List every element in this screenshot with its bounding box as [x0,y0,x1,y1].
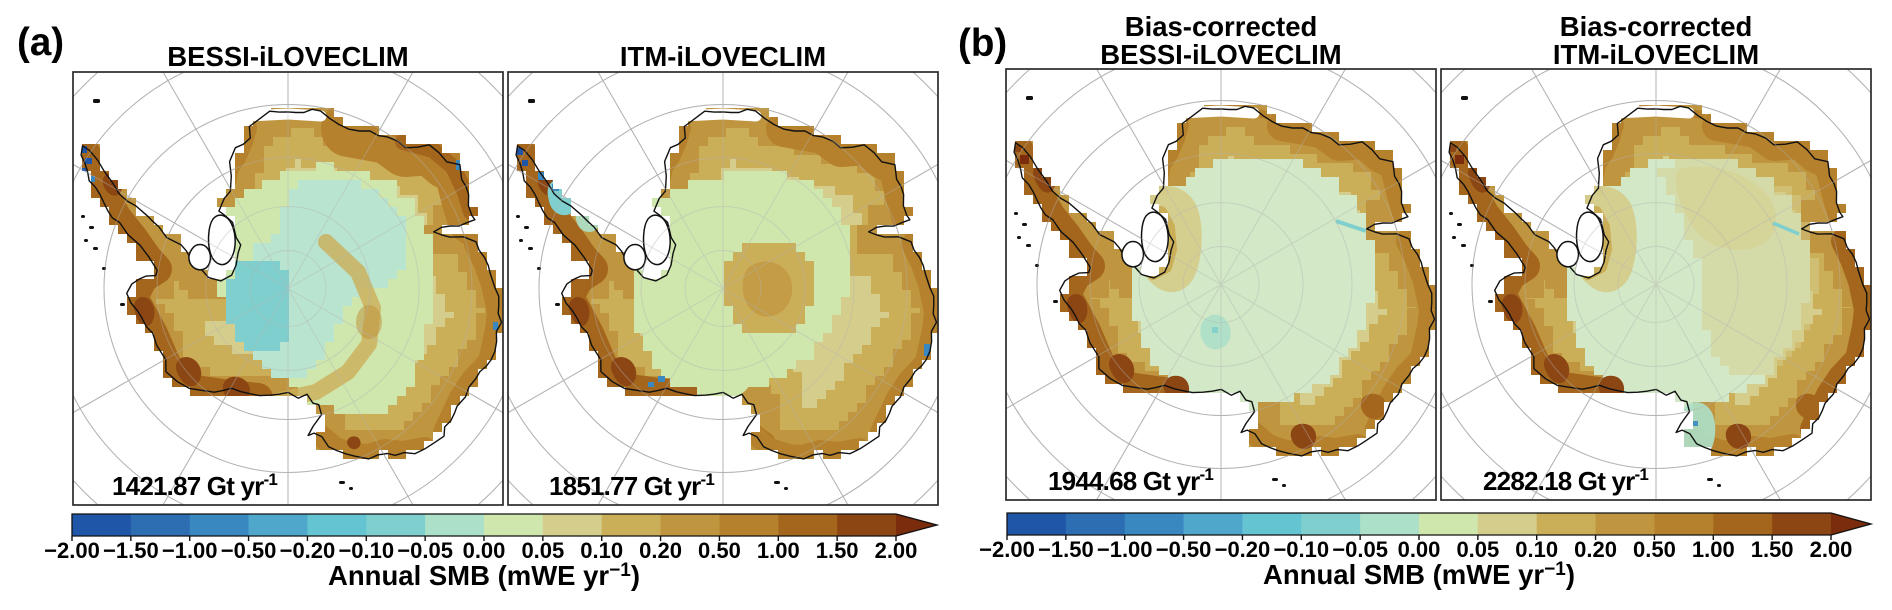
svg-text:0.05: 0.05 [1456,537,1499,562]
svg-text:(b): (b) [958,22,1007,65]
svg-text:Bias-corrected: Bias-corrected [1125,11,1318,42]
svg-text:−0.05: −0.05 [397,538,453,563]
svg-text:1.00: 1.00 [757,538,800,563]
svg-text:0.00: 0.00 [463,538,506,563]
svg-text:2.00: 2.00 [1810,537,1853,562]
svg-text:Bias-corrected: Bias-corrected [1560,11,1753,42]
svg-text:0.50: 0.50 [698,538,741,563]
svg-text:−2.00: −2.00 [979,537,1035,562]
svg-text:−0.20: −0.20 [1215,537,1271,562]
svg-text:0.00: 0.00 [1398,537,1441,562]
svg-text:0.20: 0.20 [639,538,682,563]
svg-text:0.05: 0.05 [521,538,564,563]
svg-text:−0.20: −0.20 [280,538,336,563]
svg-text:−0.10: −0.10 [1273,537,1329,562]
svg-text:1944.68 Gt yr-1: 1944.68 Gt yr-1 [1048,465,1213,496]
svg-text:1.50: 1.50 [816,538,859,563]
svg-text:0.50: 0.50 [1633,537,1676,562]
svg-text:BESSI-iLOVECLIM: BESSI-iLOVECLIM [1100,39,1341,70]
svg-text:−1.50: −1.50 [1038,537,1094,562]
svg-text:1851.77 Gt yr-1: 1851.77 Gt yr-1 [549,470,714,501]
svg-text:(a): (a) [17,21,64,64]
svg-text:ITM-iLOVECLIM: ITM-iLOVECLIM [1553,39,1759,70]
svg-text:ITM-iLOVECLIM: ITM-iLOVECLIM [620,41,826,72]
svg-text:2282.18 Gt yr-1: 2282.18 Gt yr-1 [1483,465,1648,496]
svg-text:2.00: 2.00 [875,538,918,563]
svg-text:1421.87 Gt yr-1: 1421.87 Gt yr-1 [112,470,277,501]
svg-text:0.20: 0.20 [1574,537,1617,562]
svg-text:−0.10: −0.10 [338,538,394,563]
svg-text:0.10: 0.10 [580,538,623,563]
svg-text:−1.00: −1.00 [1097,537,1153,562]
svg-text:Annual SMB (mWE yr−1): Annual SMB (mWE yr−1) [1263,559,1575,590]
svg-text:−2.00: −2.00 [44,538,100,563]
svg-text:1.50: 1.50 [1751,537,1794,562]
svg-text:1.00: 1.00 [1692,537,1735,562]
svg-text:0.10: 0.10 [1515,537,1558,562]
svg-text:−0.05: −0.05 [1332,537,1388,562]
svg-text:−0.50: −0.50 [1156,537,1212,562]
svg-text:Annual SMB (mWE yr−1): Annual SMB (mWE yr−1) [328,560,640,591]
svg-text:BESSI-iLOVECLIM: BESSI-iLOVECLIM [167,41,408,72]
svg-text:−0.50: −0.50 [221,538,277,563]
svg-text:−1.50: −1.50 [103,538,159,563]
svg-text:−1.00: −1.00 [162,538,218,563]
